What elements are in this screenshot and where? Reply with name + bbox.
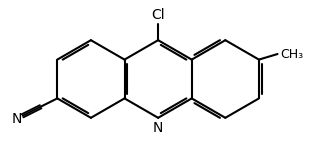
Text: N: N (153, 121, 163, 134)
Text: Cl: Cl (151, 8, 165, 22)
Text: CH₃: CH₃ (280, 48, 303, 61)
Text: N: N (12, 112, 22, 126)
